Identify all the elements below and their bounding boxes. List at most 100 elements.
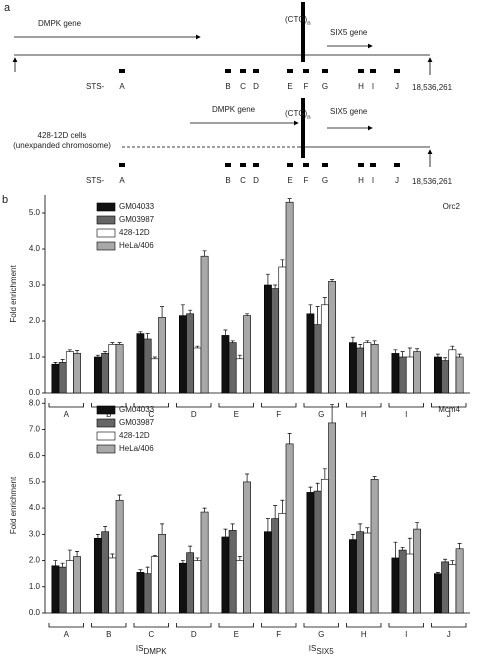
annotation-text: IS (309, 644, 317, 653)
bar (136, 572, 145, 614)
x-tick-label: E (234, 410, 239, 419)
sts-label: D (253, 176, 259, 185)
legend-swatch (96, 241, 116, 251)
error-bar (152, 554, 157, 557)
bar (186, 313, 195, 394)
sts-marker (225, 163, 231, 167)
error-bar (160, 306, 165, 318)
bar (108, 344, 117, 394)
y-tick-label: 5.0 (29, 208, 41, 217)
bar (263, 284, 272, 394)
sts-label: H (358, 82, 364, 91)
bar (73, 353, 81, 394)
error-bar (265, 273, 270, 285)
bar (271, 288, 280, 394)
bar (391, 353, 400, 394)
error-bar (315, 482, 320, 492)
bar (413, 351, 422, 394)
y-tick-label: 5.0 (29, 477, 41, 486)
gene-label: DMPK gene (38, 19, 82, 28)
bar (370, 344, 379, 394)
category-bracket (91, 623, 127, 628)
error-bar (308, 486, 313, 493)
x-tick-label: F (276, 410, 281, 419)
x-tick-label: H (361, 630, 367, 639)
x-tick-label: F (276, 630, 281, 639)
bar (398, 549, 407, 614)
category-bracket (218, 403, 254, 408)
legend-swatch (96, 431, 116, 441)
bar (65, 560, 74, 614)
sts-marker (240, 69, 246, 73)
bar (356, 347, 365, 394)
bar (285, 443, 294, 614)
error-bar (358, 344, 363, 348)
error-bar (457, 543, 462, 549)
sts-marker (119, 163, 125, 167)
error-bar (365, 527, 370, 534)
y-tick-label: 4.0 (29, 244, 41, 253)
error-bar (315, 306, 320, 325)
error-bar (145, 566, 150, 574)
error-bar (95, 533, 100, 539)
y-tick-label: 1.0 (29, 352, 41, 361)
error-bar (188, 309, 193, 314)
y-tick-label: 7.0 (29, 425, 41, 434)
error-bar (145, 333, 150, 339)
sts-marker (358, 163, 364, 167)
bar (320, 304, 329, 394)
y-axis-label: Fold enrichment (9, 265, 18, 323)
legend-label: GM04033 (119, 202, 155, 211)
error-bar (407, 347, 412, 357)
error-bar (110, 553, 115, 558)
error-bar (273, 505, 278, 519)
error-bar (322, 297, 327, 305)
sts-marker (253, 163, 259, 167)
annotation: ISSIX5 (309, 644, 334, 656)
bar (278, 266, 287, 394)
bar (278, 513, 287, 614)
error-bar (280, 499, 285, 514)
bar (306, 313, 315, 394)
bar (363, 532, 372, 614)
bar (115, 499, 124, 614)
sts-label: J (395, 176, 399, 185)
x-tick-label: G (318, 410, 324, 419)
y-tick-label: 2.0 (29, 316, 41, 325)
error-bar (450, 345, 455, 350)
cells-label: (unexpanded chromosome) (13, 141, 111, 150)
sts-marker (370, 69, 376, 73)
error-bar (223, 528, 228, 537)
bar (94, 356, 102, 394)
bar (179, 562, 187, 614)
error-bar (230, 523, 235, 531)
legend-label: HeLa/406 (119, 444, 154, 453)
error-bar (75, 350, 80, 354)
bar (405, 356, 414, 394)
panel-a: a DMPK gene (CTG)n SIX5 gene 18,536,261 … (4, 2, 453, 186)
x-tick-label: H (361, 410, 367, 419)
sts-marker (322, 69, 328, 73)
legend-swatch (96, 228, 116, 238)
x-tick-label: A (64, 410, 70, 419)
bar (243, 481, 252, 614)
x-tick-label: G (318, 630, 324, 639)
error-bar (95, 354, 100, 357)
bar (179, 315, 187, 394)
bar (391, 557, 400, 614)
bar (433, 356, 442, 394)
bar (235, 358, 244, 394)
error-bar (415, 522, 420, 530)
y-tick-label: 4.0 (29, 503, 41, 512)
x-tick-label: J (447, 630, 451, 639)
y-axis-label: Fold enrichment (9, 476, 18, 534)
error-bar (435, 572, 440, 574)
error-bar (365, 340, 370, 343)
error-bar (202, 250, 207, 257)
error-bar (358, 523, 363, 532)
category-bracket (431, 623, 467, 628)
bar (193, 560, 202, 614)
error-bar (457, 353, 462, 357)
bar (348, 539, 357, 614)
category-bracket (133, 403, 169, 408)
